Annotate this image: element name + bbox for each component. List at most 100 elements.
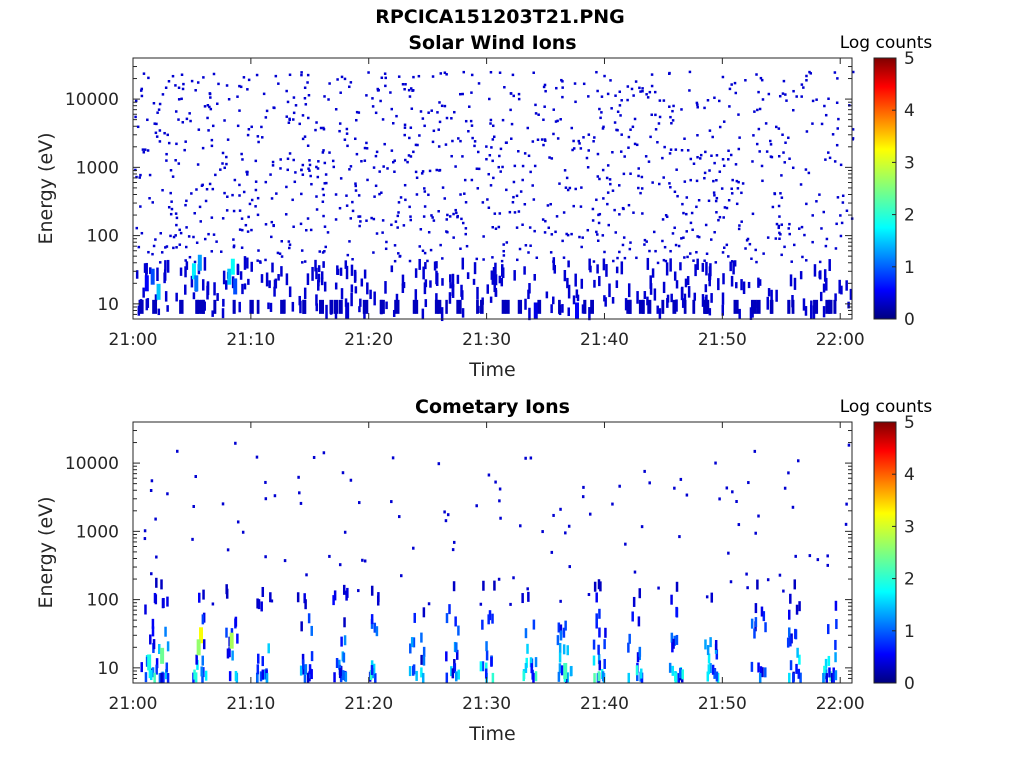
heatmap-cell — [677, 244, 681, 248]
heatmap-cell — [751, 160, 754, 163]
heatmap-cell — [242, 190, 246, 194]
heatmap-cell — [408, 666, 412, 677]
heatmap-cell — [639, 90, 642, 93]
heatmap-cell — [610, 107, 613, 110]
heatmap-cell — [628, 247, 632, 251]
heatmap-cell — [181, 87, 185, 91]
heatmap-cell — [606, 164, 610, 167]
heatmap-cell — [329, 299, 334, 314]
heatmap-cell — [834, 639, 837, 650]
heatmap-cell — [170, 200, 173, 203]
heatmap-cell — [683, 137, 686, 140]
heatmap-cell — [561, 95, 564, 99]
heatmap-cell — [548, 156, 551, 159]
heatmap-cell — [449, 282, 452, 289]
heatmap-cell — [733, 81, 737, 85]
heatmap-cell — [367, 71, 370, 74]
heatmap-cell — [612, 259, 615, 263]
heatmap-cell — [164, 260, 167, 271]
heatmap-cell — [534, 657, 538, 668]
heatmap-cell — [749, 307, 753, 320]
heatmap-cell — [365, 141, 368, 145]
heatmap-cell — [294, 104, 298, 107]
heatmap-cell — [770, 155, 774, 159]
heatmap-cell — [321, 251, 325, 254]
heatmap-cell — [363, 159, 367, 162]
heatmap-cell — [524, 662, 528, 673]
heatmap-cell — [401, 283, 405, 294]
heatmap-cell — [328, 554, 331, 558]
heatmap-cell — [689, 252, 692, 255]
heatmap-cell — [250, 261, 253, 272]
heatmap-cell — [439, 243, 442, 247]
panel-title: Solar Wind Ions — [408, 32, 576, 54]
heatmap-cell — [819, 270, 822, 280]
heatmap-cell — [232, 245, 236, 249]
heatmap-cell — [696, 235, 699, 238]
heatmap-cell — [408, 259, 412, 263]
heatmap-cell — [683, 293, 687, 305]
heatmap-cell — [382, 165, 385, 168]
heatmap-cell — [482, 235, 485, 238]
heatmap-cell — [305, 573, 308, 577]
heatmap-cell — [670, 632, 674, 643]
heatmap-cell — [574, 273, 577, 287]
heatmap-cell — [751, 299, 757, 314]
heatmap-cell — [135, 175, 138, 179]
heatmap-cell — [647, 299, 652, 314]
heatmap-cell — [315, 121, 318, 124]
heatmap-cell — [581, 304, 585, 314]
heatmap-cell — [620, 133, 623, 136]
heatmap-cell — [142, 287, 145, 298]
heatmap-cell — [575, 302, 580, 319]
heatmap-cell — [191, 263, 196, 280]
heatmap-cell — [358, 224, 361, 228]
colorbar-tick-label: 2 — [904, 570, 915, 590]
heatmap-cell — [586, 166, 590, 169]
heatmap-cell — [732, 260, 735, 275]
heatmap-cell — [637, 174, 640, 178]
heatmap-cell — [592, 140, 595, 143]
heatmap-cell — [638, 588, 642, 599]
heatmap-cell — [689, 221, 693, 225]
heatmap-cell — [604, 297, 607, 307]
colorbar-tick-label: 4 — [904, 465, 915, 485]
heatmap-cell — [221, 502, 225, 506]
y-tick-label: 10 — [97, 659, 119, 679]
heatmap-cell — [393, 170, 396, 173]
heatmap-cell — [167, 80, 171, 83]
heatmap-cell — [458, 92, 462, 96]
heatmap-cell — [288, 286, 292, 298]
heatmap-cell — [787, 299, 791, 314]
heatmap-cell — [544, 219, 547, 223]
heatmap-cell — [740, 279, 743, 291]
heatmap-cell — [674, 148, 678, 151]
heatmap-cell — [185, 261, 189, 270]
heatmap-cell — [575, 289, 579, 299]
heatmap-cell — [340, 636, 343, 647]
heatmap-cell — [197, 128, 201, 131]
heatmap-cell — [766, 578, 770, 582]
heatmap-cell — [397, 211, 400, 214]
heatmap-cell — [246, 230, 250, 233]
heatmap-cell — [179, 267, 183, 276]
heatmap-cell — [533, 273, 536, 281]
heatmap-cell — [152, 299, 158, 314]
heatmap-cell — [524, 298, 527, 310]
heatmap-cell — [437, 299, 442, 314]
heatmap-cell — [530, 663, 533, 674]
heatmap-cell — [371, 97, 374, 100]
heatmap-cell — [302, 659, 305, 670]
heatmap-cell — [537, 299, 542, 314]
heatmap-cell — [656, 305, 659, 314]
heatmap-cell — [605, 176, 609, 180]
heatmap-cell — [839, 163, 843, 167]
heatmap-cell — [334, 282, 338, 290]
heatmap-cell — [675, 581, 679, 592]
heatmap-cell — [662, 281, 666, 294]
heatmap-cell — [543, 231, 547, 234]
heatmap-cell — [826, 563, 830, 567]
heatmap-cell — [654, 128, 658, 131]
heatmap-cell — [550, 233, 554, 236]
heatmap-cell — [745, 239, 749, 242]
